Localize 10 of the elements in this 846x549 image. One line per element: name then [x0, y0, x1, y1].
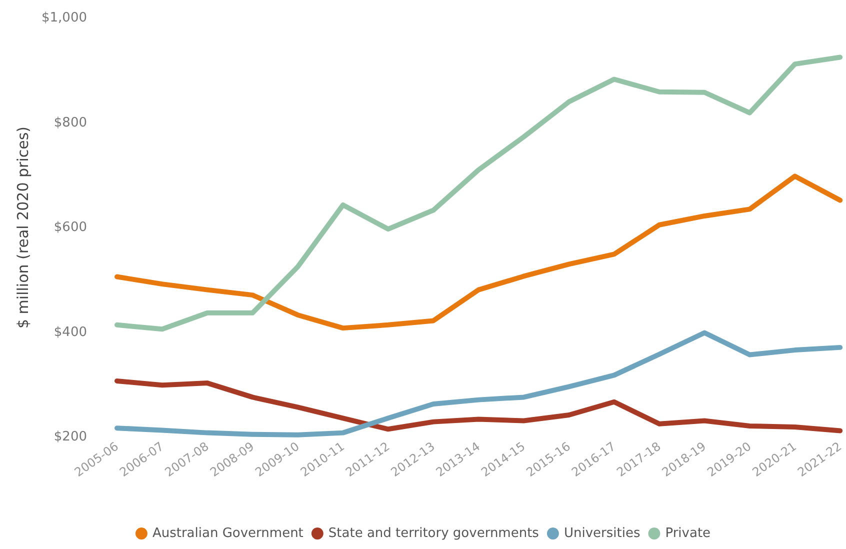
legend-label: Private	[665, 526, 711, 541]
legend-label: State and territory governments	[328, 526, 540, 541]
y-tick-label: $600	[54, 220, 87, 235]
y-tick-label: $400	[54, 324, 87, 340]
y-tick-label: $200	[54, 430, 87, 444]
legend-label: Universities	[564, 526, 640, 541]
y-tick-label: $800	[54, 115, 87, 130]
legend-label: Australian Government	[152, 526, 304, 541]
y-tick-label: $1,000	[42, 10, 87, 26]
y-axis-title: $ million (real 2020 prices)	[14, 126, 32, 329]
